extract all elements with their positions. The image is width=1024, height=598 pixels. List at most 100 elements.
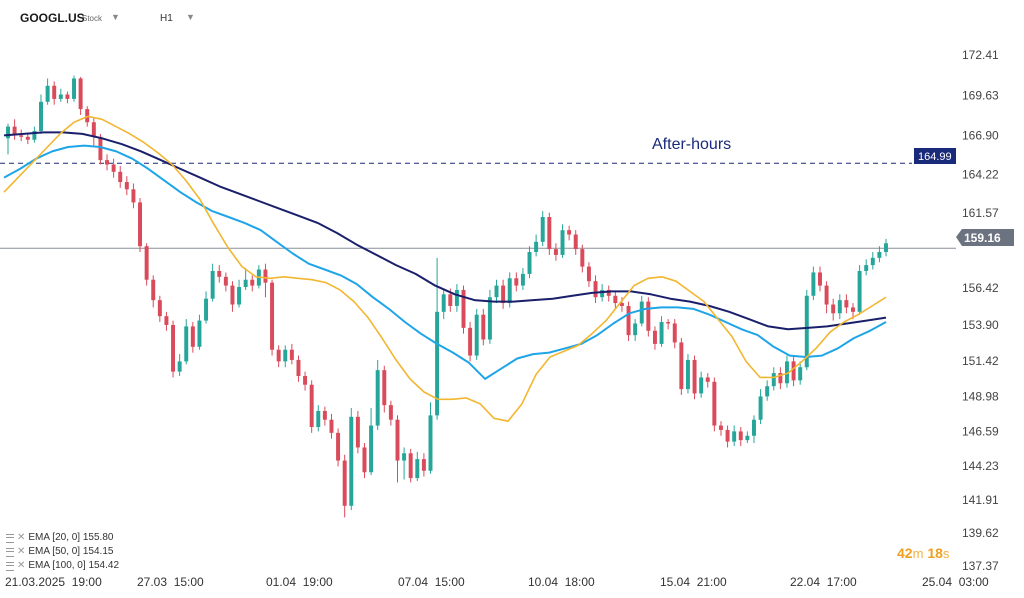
candle-body — [52, 85, 57, 99]
candle-body — [712, 381, 717, 426]
candle-body — [534, 241, 539, 253]
y-tick-label: 146.59 — [962, 425, 999, 439]
candle-body — [124, 182, 129, 190]
x-tick-label: 21.03.2025 19:00 — [5, 575, 102, 589]
legend-ema50-name: EMA [50, 0] — [28, 546, 81, 557]
y-tick-label: 137.37 — [962, 559, 999, 573]
candle-body — [633, 323, 638, 336]
candle-body — [263, 269, 268, 283]
candle-body — [375, 370, 380, 426]
candle-body — [811, 272, 816, 296]
candle-body — [481, 314, 486, 340]
candle-body — [527, 252, 532, 274]
candle-body — [190, 326, 195, 347]
candle-body — [851, 307, 855, 312]
y-tick-label: 161.57 — [962, 206, 999, 220]
countdown-minutes-unit: m — [912, 546, 924, 561]
candle-body — [349, 416, 354, 506]
x-axis: 21.03.2025 19:00 27.03 15:00 01.04 19:00 07… — [5, 575, 989, 589]
candle-body — [507, 278, 512, 304]
chart-toolbar: GOOGL.US Stock ▼ H1 ▼ — [0, 0, 1024, 36]
menu-icon[interactable] — [6, 533, 14, 543]
candle-body — [547, 217, 552, 250]
candle-body — [303, 375, 308, 385]
legend-item-ema100[interactable]: ✕ EMA [100, 0] 154.42 — [6, 559, 119, 573]
candle-body — [144, 246, 149, 280]
candle-body — [831, 304, 836, 314]
candle-body — [685, 359, 690, 390]
candle-body — [217, 270, 222, 277]
y-axis: 172.41 169.63 166.90 164.22 161.57 156.42 153.… — [962, 48, 999, 573]
candle-body — [428, 415, 433, 471]
candle-body — [184, 326, 189, 362]
timeframe-selector[interactable]: H1 — [160, 13, 173, 24]
candle-body — [6, 126, 10, 139]
candle-body — [45, 85, 50, 102]
candle-body — [283, 349, 288, 362]
candle-body — [573, 234, 578, 250]
candle-body — [441, 294, 446, 312]
candle-body — [837, 300, 842, 314]
close-icon[interactable]: ✕ — [17, 560, 26, 571]
candle-body — [468, 327, 473, 356]
legend-item-ema20[interactable]: ✕ EMA [20, 0] 155.80 — [6, 531, 119, 545]
candle-body — [336, 432, 341, 461]
candle-body — [514, 278, 519, 286]
x-tick-label: 01.04 19:00 — [266, 575, 333, 589]
candle-body — [243, 279, 248, 288]
y-tick-label: 156.42 — [962, 281, 999, 295]
candle-body — [626, 305, 631, 336]
candle-body — [692, 359, 697, 394]
candle-body — [91, 122, 96, 137]
candle-body — [12, 126, 17, 136]
countdown-seconds: 18 — [927, 545, 943, 561]
candle-body — [151, 279, 156, 301]
candle-body — [316, 410, 321, 428]
legend-item-ema50[interactable]: ✕ EMA [50, 0] 154.15 — [6, 545, 119, 559]
caret-down-icon[interactable]: ▼ — [186, 12, 195, 22]
candle-body — [177, 361, 182, 372]
legend-ema20-value: 155.80 — [82, 532, 114, 543]
symbol-selector[interactable]: GOOGL.US — [20, 11, 85, 25]
caret-down-icon[interactable]: ▼ — [111, 12, 120, 22]
candle-body — [798, 367, 803, 381]
candle-body — [494, 285, 499, 298]
candle-body — [210, 270, 215, 299]
candle-body — [171, 324, 176, 372]
candle-body — [342, 460, 347, 506]
candle-body — [454, 289, 459, 306]
candle-body — [276, 349, 281, 362]
instrument-type-label: Stock — [82, 14, 103, 23]
candle-body — [250, 279, 255, 286]
menu-icon[interactable] — [6, 561, 14, 571]
ema-lines — [3, 115, 887, 423]
ema50-line — [3, 144, 887, 380]
candle-body — [58, 94, 63, 99]
candle-body — [322, 410, 327, 420]
after-hours-price-tag-bg — [914, 148, 956, 164]
candle-body — [501, 285, 506, 304]
candle-body — [824, 285, 829, 305]
close-icon[interactable]: ✕ — [17, 546, 26, 557]
candle-body — [725, 429, 730, 442]
candle-body — [672, 323, 677, 343]
candle-body — [540, 217, 545, 242]
candle-body — [388, 405, 393, 420]
candle-body — [738, 431, 743, 441]
candle-body — [98, 136, 103, 161]
candle-body — [197, 320, 202, 347]
x-tick-label: 15.04 21:00 — [660, 575, 727, 589]
candle-body — [19, 135, 24, 137]
current-price-tag-bg — [956, 229, 1014, 246]
candle-body — [296, 359, 301, 376]
current-price-tag: 159.16 — [956, 229, 1014, 246]
menu-icon[interactable] — [6, 547, 14, 557]
x-tick-label: 25.04 03:00 — [922, 575, 989, 589]
candle-body — [362, 447, 367, 473]
candle-body — [204, 298, 209, 321]
candle-body — [474, 314, 479, 356]
close-icon[interactable]: ✕ — [17, 532, 26, 543]
legend-ema100-value: 154.42 — [88, 560, 120, 571]
candle-body — [270, 282, 275, 350]
